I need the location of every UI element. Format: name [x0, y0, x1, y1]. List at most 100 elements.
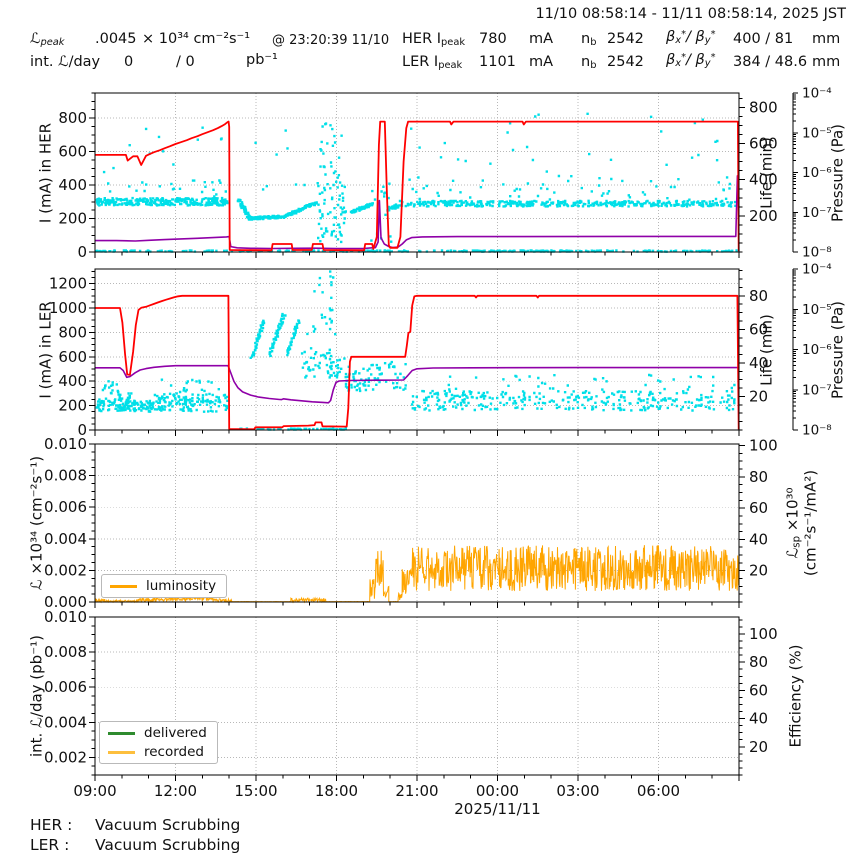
her-ipeak-value: 780 — [479, 31, 507, 47]
axis-ticks — [89, 270, 745, 436]
svg-text:80: 80 — [749, 653, 768, 671]
svg-text:200: 200 — [58, 397, 87, 415]
ler-nb-label: nb — [581, 54, 597, 71]
svg-text:12:00: 12:00 — [154, 782, 197, 800]
integrated-legend: delivered recorded — [99, 721, 218, 764]
ler-beta-unit: mm — [812, 54, 841, 70]
ler-beam-pressure-label: Pressure (Pa) — [828, 300, 847, 399]
svg-text:40: 40 — [749, 354, 768, 372]
svg-text:0.004: 0.004 — [44, 713, 87, 731]
lpeak-value: .0045 — [95, 31, 137, 47]
svg-text:20: 20 — [749, 738, 768, 756]
her-beam-ylabel: I (mA) in HER — [36, 122, 55, 223]
axis-ticks — [89, 616, 745, 781]
her-nb-label: nb — [581, 31, 597, 48]
delivered-label: delivered — [144, 725, 207, 741]
svg-text:400: 400 — [58, 176, 87, 194]
svg-text:0.002: 0.002 — [44, 561, 87, 579]
svg-text:0: 0 — [77, 243, 87, 261]
svg-text:0.004: 0.004 — [44, 530, 87, 548]
svg-text:10⁻⁴: 10⁻⁴ — [802, 262, 832, 278]
her-status-value: Vacuum Scrubbing — [95, 816, 241, 834]
svg-text:1200: 1200 — [49, 275, 87, 293]
svg-text:60: 60 — [749, 681, 768, 699]
ler-beta-label: βx*/ βy* — [666, 52, 716, 70]
svg-text:18:00: 18:00 — [315, 782, 358, 800]
ler-beam-ylabel: I (mA) in LER — [36, 300, 55, 399]
her-beam-pressure-label: Pressure (Pa) — [828, 123, 847, 222]
svg-text:0.000: 0.000 — [44, 593, 87, 611]
recorded-label: recorded — [144, 744, 204, 760]
luminosity-right-label: ℒsp ×10³⁰ (cm⁻²s⁻¹/mA²) — [783, 469, 820, 577]
x-tick-labels: 09:00 12:00 15:00 18:00 21:00 00:00 03:00 06:00 — [73, 782, 680, 800]
pressure-tick-labels: 10⁻⁸ 10⁻⁷ 10⁻⁶ 10⁻⁵ 10⁻⁴ — [802, 262, 832, 439]
luminosity-label: luminosity — [146, 578, 217, 594]
svg-text:0.008: 0.008 — [44, 643, 87, 661]
svg-text:10⁻⁷: 10⁻⁷ — [802, 382, 832, 398]
svg-text:09:00: 09:00 — [73, 782, 116, 800]
lpeak-timestamp: @ 23:20:39 11/10 — [272, 33, 390, 48]
svg-text:400: 400 — [749, 171, 778, 189]
her-beam-right-label: Life (min) — [757, 136, 776, 209]
svg-text:600: 600 — [749, 135, 778, 153]
her-beta-label: βx*/ βy* — [666, 29, 716, 47]
svg-text:10⁻⁷: 10⁻⁷ — [802, 205, 832, 221]
ler-status-value: Vacuum Scrubbing — [95, 836, 241, 854]
svg-text:10⁻⁶: 10⁻⁶ — [802, 342, 832, 358]
svg-text:10⁻⁴: 10⁻⁴ — [802, 86, 832, 102]
pressure-axis — [792, 92, 798, 253]
svg-text:80: 80 — [749, 287, 768, 305]
axis-ticks — [89, 443, 745, 608]
svg-text:10⁻⁸: 10⁻⁸ — [802, 423, 832, 439]
pressure-trace — [95, 364, 739, 404]
tick-labels: 0 200 400 600 800 1000 1200 20 40 60 80 — [49, 275, 768, 439]
svg-text:800: 800 — [749, 98, 778, 116]
svg-text:10⁻⁶: 10⁻⁶ — [802, 165, 832, 181]
svg-text:0.010: 0.010 — [44, 435, 87, 453]
svg-text:21:00: 21:00 — [395, 782, 438, 800]
svg-text:0.008: 0.008 — [44, 467, 87, 485]
svg-text:0.006: 0.006 — [44, 498, 87, 516]
gridlines — [95, 617, 739, 775]
her-beam-plot: 020040060080020040060080010⁻⁸10⁻⁷10⁻⁶10⁻… — [58, 86, 831, 262]
svg-text:20: 20 — [749, 387, 768, 405]
ler-ipeak-unit: mA — [529, 54, 554, 70]
svg-text:600: 600 — [58, 143, 87, 161]
ler-nb-value: 2542 — [607, 54, 644, 70]
svg-text:10⁻⁵: 10⁻⁵ — [802, 302, 832, 318]
integrated-legend-item: delivered — [108, 725, 207, 741]
svg-text:600: 600 — [58, 348, 87, 366]
svg-text:1000: 1000 — [49, 299, 87, 317]
svg-text:100: 100 — [749, 625, 778, 643]
her-ipeak-unit: mA — [529, 31, 554, 47]
gridlines — [95, 93, 739, 252]
pressure-trace — [95, 175, 739, 250]
svg-text:0: 0 — [77, 421, 87, 439]
svg-text:200: 200 — [58, 210, 87, 228]
integrated-luminosity-plot: 0.002 0.004 0.006 0.008 0.010 20 40 60 80 100 09:0… — [44, 608, 778, 818]
svg-text:00:00: 00:00 — [476, 782, 519, 800]
svg-text:20: 20 — [749, 562, 768, 580]
svg-text:15:00: 15:00 — [234, 782, 277, 800]
intlum-value: 0 — [124, 54, 134, 70]
svg-text:0.010: 0.010 — [44, 608, 87, 626]
svg-text:200: 200 — [749, 207, 778, 225]
pressure-tick-labels: 10⁻⁸ 10⁻⁷ 10⁻⁶ 10⁻⁵ 10⁻⁴ — [802, 86, 832, 261]
ler-beam-plot: 0200400600800100012002040608010⁻⁸10⁻⁷10⁻… — [49, 262, 832, 440]
luminosity-legend-item: luminosity — [110, 578, 216, 594]
axis-ticks — [89, 92, 745, 258]
pressure-axis — [792, 268, 798, 431]
ler-beam-right-label: Life (min) — [757, 313, 776, 386]
date-label: 2025/11/11 — [454, 800, 540, 818]
her-beta-unit: mm — [812, 31, 841, 47]
svg-text:06:00: 06:00 — [637, 782, 680, 800]
lpeak-label: ℒpeak — [30, 31, 65, 48]
tick-labels: 0.000 0.002 0.004 0.006 0.008 0.010 20 40 60 80 10… — [44, 435, 778, 611]
svg-text:100: 100 — [749, 437, 778, 455]
tick-labels: 0.002 0.004 0.006 0.008 0.010 20 40 60 80 100 — [44, 608, 778, 766]
svg-text:03:00: 03:00 — [556, 782, 599, 800]
luminosity-ylabel: ℒ ×10³⁴ (cm⁻²s⁻¹) — [27, 455, 46, 591]
life-scatter — [95, 270, 736, 431]
lpeak-unit: × 10³⁴ cm⁻²s⁻¹ — [142, 31, 251, 47]
svg-text:10⁻⁸: 10⁻⁸ — [802, 245, 832, 261]
